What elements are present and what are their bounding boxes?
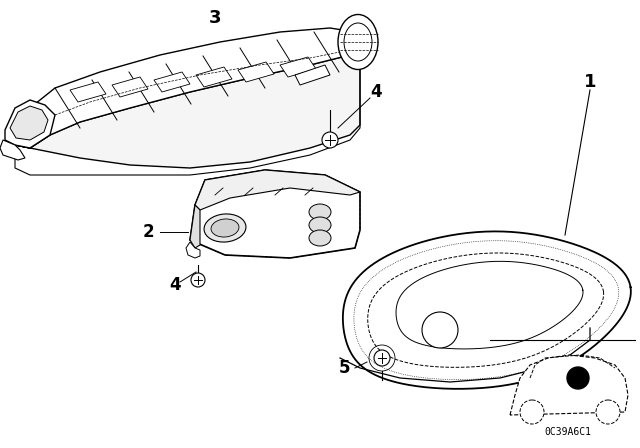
Polygon shape <box>195 170 360 210</box>
Polygon shape <box>190 170 360 258</box>
Polygon shape <box>280 57 316 77</box>
Polygon shape <box>15 42 360 168</box>
Circle shape <box>567 367 589 389</box>
Polygon shape <box>112 77 148 97</box>
Circle shape <box>322 132 338 148</box>
Circle shape <box>374 350 390 366</box>
Polygon shape <box>343 232 631 389</box>
Polygon shape <box>186 242 200 258</box>
Polygon shape <box>510 355 628 415</box>
Text: 1: 1 <box>584 73 596 91</box>
Ellipse shape <box>204 214 246 242</box>
Polygon shape <box>15 28 360 148</box>
Circle shape <box>191 273 205 287</box>
Text: 4: 4 <box>370 83 381 101</box>
Ellipse shape <box>338 14 378 69</box>
Ellipse shape <box>344 23 372 61</box>
Ellipse shape <box>309 204 331 220</box>
Text: 3: 3 <box>209 9 221 27</box>
Ellipse shape <box>309 217 331 233</box>
Text: 4: 4 <box>169 276 181 294</box>
Text: 5: 5 <box>339 359 351 377</box>
Ellipse shape <box>309 230 331 246</box>
Ellipse shape <box>211 219 239 237</box>
Polygon shape <box>154 72 190 92</box>
Text: 0C39A6C1: 0C39A6C1 <box>545 427 591 437</box>
Polygon shape <box>295 65 330 85</box>
Polygon shape <box>10 106 48 140</box>
Circle shape <box>596 400 620 424</box>
Polygon shape <box>0 140 25 160</box>
Polygon shape <box>190 205 200 248</box>
Circle shape <box>520 400 544 424</box>
Polygon shape <box>238 62 274 82</box>
Text: 2: 2 <box>142 223 154 241</box>
Polygon shape <box>5 100 55 148</box>
Circle shape <box>422 312 458 348</box>
Polygon shape <box>196 67 232 87</box>
Polygon shape <box>70 82 106 102</box>
